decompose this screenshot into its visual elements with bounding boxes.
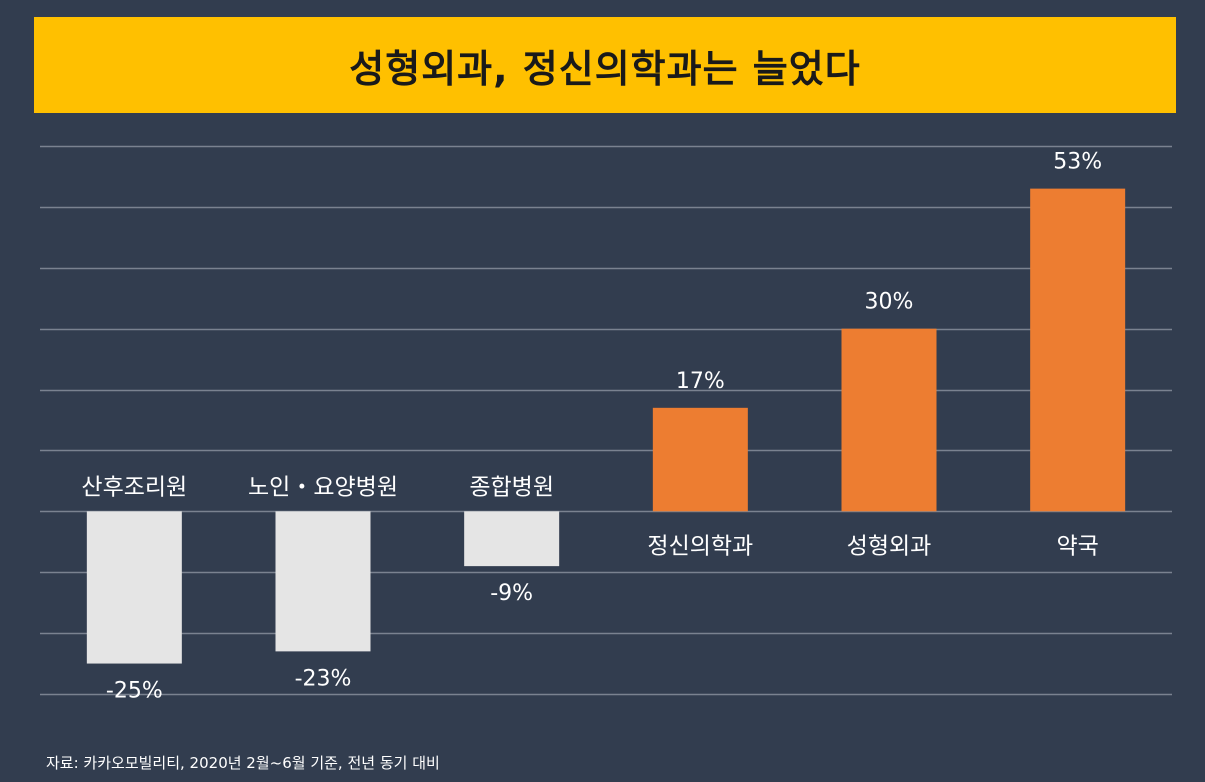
chart-title: 성형외과, 정신의학과는 늘었다 bbox=[349, 46, 861, 91]
data-label: 30% bbox=[865, 290, 914, 315]
source-note: 자료: 카카오모빌리티, 2020년 2월~6월 기준, 전년 동기 대비 bbox=[46, 754, 440, 772]
bar bbox=[464, 511, 560, 567]
category-label: 약국 bbox=[1057, 533, 1099, 559]
bar bbox=[86, 511, 182, 664]
category-label: 노인・요양병원 bbox=[248, 474, 398, 500]
category-label: 종합병원 bbox=[469, 474, 554, 500]
gridlines bbox=[40, 145, 1172, 696]
bar bbox=[841, 328, 937, 512]
data-label: 53% bbox=[1053, 150, 1102, 175]
bar bbox=[652, 407, 748, 512]
bar bbox=[275, 511, 371, 652]
bar bbox=[1030, 188, 1126, 512]
category-label: 성형외과 bbox=[847, 533, 932, 559]
data-label: -25% bbox=[106, 679, 163, 704]
category-label: 정신의학과 bbox=[647, 533, 753, 559]
bars bbox=[86, 188, 1126, 664]
title-banner: 성형외과, 정신의학과는 늘었다 bbox=[34, 17, 1176, 113]
labels: 산후조리원 -25% 노인・요양병원 -23% 종합병원 -9% 정신의학과 17% 성형외과 3… bbox=[81, 150, 1102, 704]
category-label: 산후조리원 bbox=[81, 474, 187, 500]
data-label: 17% bbox=[676, 369, 725, 394]
data-label: -9% bbox=[490, 581, 533, 606]
data-label: -23% bbox=[295, 666, 352, 691]
